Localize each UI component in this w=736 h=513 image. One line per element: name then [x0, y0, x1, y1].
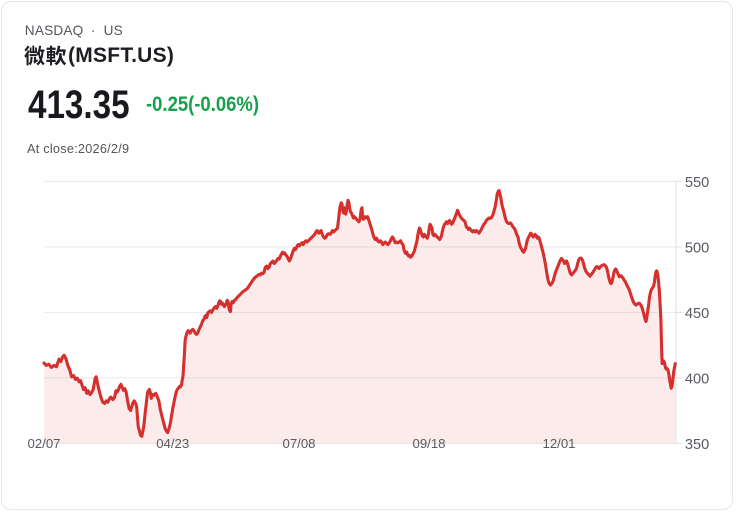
svg-text:09/18: 09/18	[412, 436, 445, 451]
svg-text:450: 450	[685, 306, 709, 322]
svg-text:550: 550	[685, 175, 709, 191]
svg-text:500: 500	[685, 241, 709, 257]
svg-text:350: 350	[685, 437, 709, 453]
svg-text:12/01: 12/01	[542, 436, 575, 451]
svg-text:07/08: 07/08	[282, 436, 315, 451]
svg-text:04/23: 04/23	[156, 436, 189, 451]
svg-text:02/07: 02/07	[27, 436, 60, 451]
svg-text:400: 400	[685, 372, 709, 388]
